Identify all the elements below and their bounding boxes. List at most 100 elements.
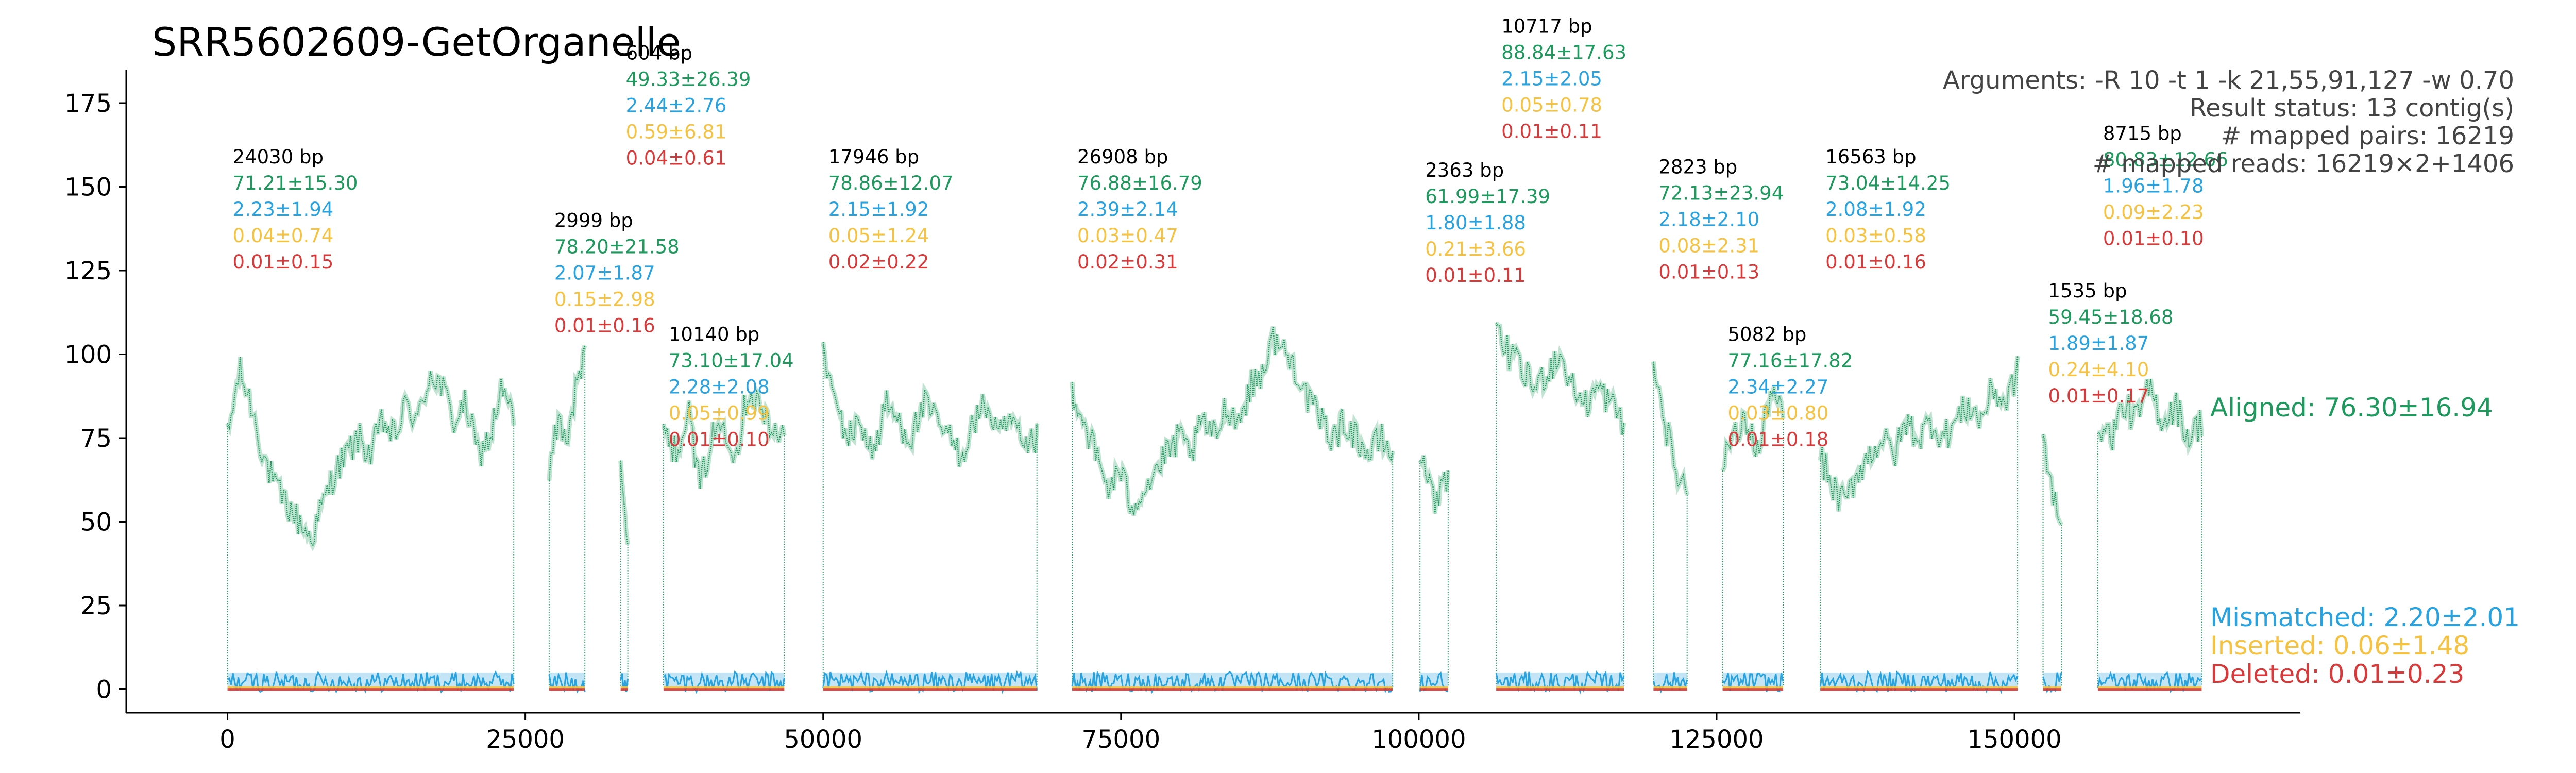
contig-inserted-text: 0.15±2.98: [554, 289, 655, 311]
contig-labels: 24030 bp 71.21±15.30 2.23±1.94 0.04±0.74 0.0…: [233, 15, 2228, 451]
contig-4-label: 10140 bp 73.10±17.04 2.28±2.08 0.05±0.99 0.0…: [669, 324, 794, 451]
contig-mismatched-text: 2.44±2.76: [626, 95, 727, 117]
contig-inserted-text: 0.05±0.78: [1501, 94, 1602, 116]
aligned-line: [620, 460, 629, 545]
contig-6-label: 26908 bp 76.88±16.79 2.39±2.14 0.03±0.47 0.0…: [1077, 146, 1202, 273]
contig-inserted-text: 0.05±0.99: [669, 402, 770, 425]
contig-inserted-text: 0.09±2.23: [2103, 201, 2204, 224]
contig-inserted-text: 0.04±0.74: [233, 225, 334, 247]
contig-inserted-text: 0.03±0.58: [1825, 225, 1926, 247]
contig-3-label: 604 bp 49.33±26.39 2.44±2.76 0.59±6.81 0.04±…: [626, 42, 751, 170]
legend-inserted: Inserted: 0.06±1.48: [2210, 631, 2469, 661]
contig-mismatched-text: 2.23±1.94: [233, 198, 334, 221]
contig-5-marks: [821, 342, 1040, 695]
contig-aligned-text: 61.99±17.39: [1425, 186, 1550, 208]
contig-deleted-text: 0.01±0.11: [1501, 121, 1602, 143]
deleted-line: [1496, 688, 1624, 691]
mismatched-line: [2097, 671, 2202, 693]
y-tick-label: 25: [80, 592, 112, 620]
inserted-line: [1653, 686, 1687, 689]
contig-11-marks: [1818, 356, 2020, 694]
contig-length-text: 26908 bp: [1077, 146, 1168, 168]
inserted-line: [1072, 686, 1393, 689]
contig-aligned-text: 72.13±23.94: [1658, 182, 1784, 205]
info-arguments: Arguments: -R 10 -t 1 -k 21,55,91,127 -w…: [1943, 66, 2514, 95]
aligned-band: [1494, 321, 1626, 435]
contig-length-text: 2999 bp: [554, 210, 633, 232]
contig-9-label: 2823 bp 72.13±23.94 2.18±2.10 0.08±2.31 0.01…: [1658, 156, 1784, 283]
contig-deleted-text: 0.04±0.61: [626, 147, 727, 170]
contig-mismatched-text: 1.89±1.87: [2048, 332, 2149, 355]
aligned-line: [1071, 326, 1394, 516]
mismatched-line: [227, 670, 515, 694]
legend-deleted: Deleted: 0.01±0.23: [2210, 659, 2464, 689]
contig-length-text: 16563 bp: [1825, 146, 1916, 168]
contig-mismatched-text: 2.39±2.14: [1077, 198, 1178, 221]
contig-mismatched-text: 2.07±1.87: [554, 262, 655, 284]
contig-deleted-text: 0.01±0.18: [1728, 429, 1829, 451]
inserted-line: [2043, 686, 2062, 689]
aligned-line: [2042, 434, 2062, 525]
inserted-line: [620, 686, 628, 689]
x-tick-label: 75000: [1081, 725, 1160, 754]
contig-length-text: 10717 bp: [1501, 15, 1592, 38]
contig-aligned-text: 71.21±15.30: [233, 172, 358, 194]
contig-aligned-text: 73.10±17.04: [669, 350, 794, 372]
y-tick-label: 50: [80, 508, 112, 537]
contig-2-label: 2999 bp 78.20±21.58 2.07±1.87 0.15±2.98 0.01…: [554, 210, 680, 337]
contig-10-label: 5082 bp 77.16±17.82 2.34±2.27 0.03±0.80 0.01…: [1728, 324, 1853, 451]
contig-12-marks: [2041, 433, 2063, 694]
deleted-line: [1420, 688, 1448, 691]
contig-deleted-text: 0.01±0.16: [554, 315, 655, 337]
deleted-line: [1653, 688, 1687, 691]
aligned-line: [1819, 356, 2019, 512]
contig-aligned-text: 76.88±16.79: [1077, 172, 1202, 194]
deleted-line: [1722, 688, 1784, 691]
inserted-line: [1496, 686, 1624, 689]
deleted-line: [1820, 688, 2018, 691]
x-tick-label: 25000: [486, 725, 565, 754]
inserted-line: [227, 686, 514, 689]
contig-mismatched-text: 2.15±2.05: [1501, 68, 1602, 90]
contig-10-marks: [1720, 386, 1786, 693]
contig-aligned-text: 88.84±17.63: [1501, 42, 1626, 64]
contig-aligned-text: 59.45±18.68: [2048, 306, 2174, 328]
aligned-line: [1722, 386, 1784, 472]
aligned-band: [821, 342, 1040, 467]
contig-inserted-text: 0.21±3.66: [1425, 238, 1526, 260]
y-tick-label: 100: [64, 341, 112, 369]
contig-length-text: 2823 bp: [1658, 156, 1737, 178]
axes: 0 25 50 75 100 125 150 175 0 25000 50000 75000 10000…: [64, 70, 2300, 754]
contig-deleted-text: 0.01±0.16: [1825, 251, 1926, 273]
inserted-line: [1722, 686, 1784, 689]
contig-aligned-text: 80.83±12.66: [2103, 149, 2228, 171]
y-tick-label: 125: [64, 257, 112, 285]
contig-aligned-text: 78.20±21.58: [554, 236, 680, 258]
deleted-line: [549, 688, 585, 691]
contig-mismatched-text: 2.08±1.92: [1825, 198, 1926, 221]
contig-inserted-text: 0.59±6.81: [626, 121, 727, 143]
aligned-line: [1419, 455, 1449, 514]
inserted-line: [2097, 686, 2202, 689]
deleted-line: [2043, 688, 2062, 691]
contig-5-label: 17946 bp 78.86±12.07 2.15±1.92 0.05±1.24 0.0…: [828, 146, 954, 273]
contig-inserted-text: 0.24±4.10: [2048, 359, 2149, 381]
data-marks: [225, 321, 2204, 695]
y-tick-label: 150: [64, 173, 112, 202]
x-tick-label: 125000: [1669, 725, 1764, 754]
contig-8-label: 10717 bp 88.84±17.63 2.15±2.05 0.05±0.78 0.0…: [1501, 15, 1626, 143]
contig-length-text: 5082 bp: [1728, 324, 1807, 346]
contig-deleted-text: 0.02±0.31: [1077, 251, 1178, 273]
contig-length-text: 8715 bp: [2103, 123, 2182, 145]
contig-length-text: 2363 bp: [1425, 159, 1504, 181]
inserted-line: [549, 686, 585, 689]
aligned-line: [2097, 379, 2202, 450]
contig-length-text: 604 bp: [626, 42, 692, 64]
chart-title: SRR5602609-GetOrganelle: [152, 19, 681, 65]
info-block: Arguments: -R 10 -t 1 -k 21,55,91,127 -w…: [1943, 66, 2514, 178]
aligned-line: [227, 357, 515, 548]
contig-deleted-text: 0.01±0.17: [2048, 385, 2149, 407]
contig-inserted-text: 0.08±2.31: [1658, 235, 1759, 257]
contig-aligned-text: 77.16±17.82: [1728, 350, 1853, 372]
contig-deleted-text: 0.01±0.10: [2103, 228, 2204, 250]
